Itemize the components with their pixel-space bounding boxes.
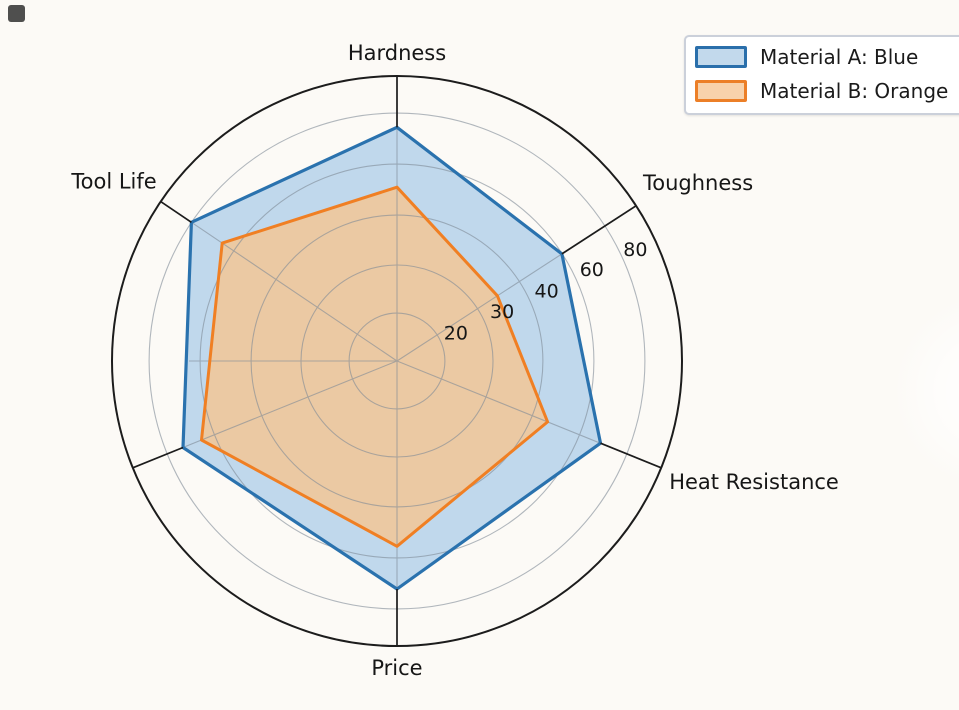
legend-item-material-b: Material B: Orange (695, 79, 959, 103)
radial-tick-label: 40 (535, 280, 559, 302)
legend-swatch-material-a (695, 46, 747, 68)
radial-tick-label: 30 (490, 301, 514, 323)
axis-spoke (600, 442, 662, 469)
legend-item-material-a: Material A: Blue (695, 45, 959, 69)
radial-tick-label: 60 (580, 259, 604, 281)
edge-glow-artifact (892, 296, 959, 486)
grid-spoke (160, 201, 398, 362)
corner-mark-artifact (8, 5, 25, 22)
category-label-toughness: Toughness (642, 171, 753, 195)
legend-swatch-material-b (695, 80, 747, 102)
category-label-hardness: Hardness (348, 41, 446, 65)
legend-label-material-a: Material A: Blue (760, 45, 919, 69)
legend-label-material-b: Material B: Orange (760, 79, 949, 103)
radial-tick-label: 20 (444, 323, 468, 345)
radial-tick-label: 80 (623, 239, 647, 261)
category-label-tool-life: Tool Life (70, 170, 156, 194)
material-b-orange-outline (200, 185, 550, 548)
category-label-heat-resistance: Heat Resistance (669, 470, 839, 494)
axis-spoke (561, 205, 637, 255)
material-b-orange-area (201, 187, 548, 547)
legend: Material A: Blue Material B: Orange (684, 35, 959, 115)
category-label-price: Price (371, 656, 422, 680)
axis-spoke (132, 446, 184, 469)
axis-spoke (160, 200, 192, 224)
